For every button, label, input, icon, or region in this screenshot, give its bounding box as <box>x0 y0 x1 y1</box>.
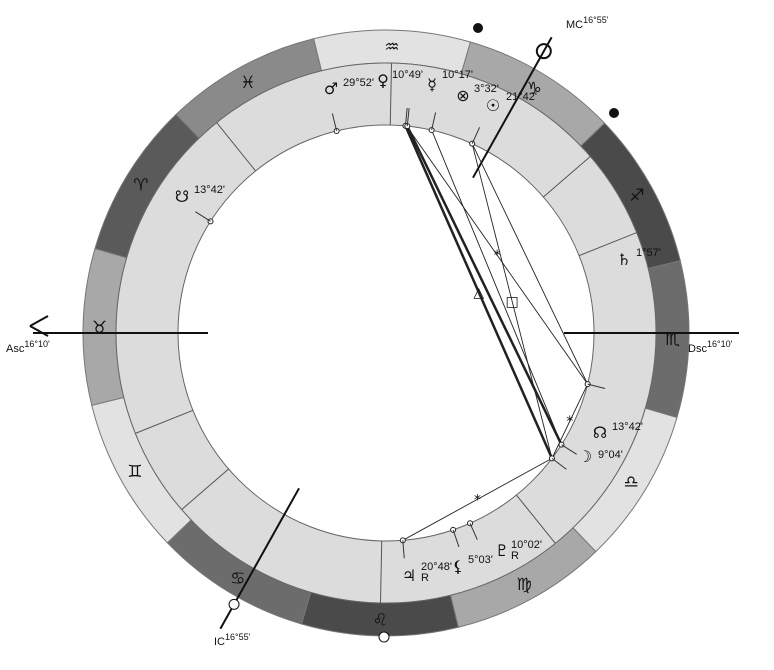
aspect-line-trine <box>404 125 554 459</box>
house-cusp-3 <box>181 468 229 510</box>
sun-degree-label: 21°42' <box>506 91 537 103</box>
taurus-sign-icon: ♉ <box>92 318 107 338</box>
midheaven-degree: 16°55' <box>583 15 609 25</box>
inner-circle <box>177 124 595 542</box>
pluto-icon: ♇ <box>495 541 509 560</box>
aspect-line-line <box>471 143 589 385</box>
imum-coeli-circle-icon <box>228 598 240 610</box>
scorpio-sign-icon: ♏ <box>665 330 680 350</box>
lilith-degree-label: 5°03' <box>468 554 493 566</box>
midheaven-name: MC <box>566 19 583 31</box>
house-cusp-11 <box>389 63 393 126</box>
aspect-line-sextile <box>406 125 588 385</box>
mars-degree-label: 29°52' <box>343 77 374 89</box>
north-node-pointer-line <box>561 444 577 455</box>
south-node-pointer-line <box>195 211 211 222</box>
imum-coeli-label: IC16°55' <box>214 632 251 648</box>
part-of-fortune-degree-label: 3°32' <box>474 83 499 95</box>
part-of-fortune-icon: ⊗ <box>456 86 469 105</box>
aspect-line-sextile <box>551 383 589 459</box>
moon-pointer-line <box>551 457 567 470</box>
aspect-trine-icon: △ <box>473 285 484 301</box>
aspect-sextile-icon: * <box>494 248 501 264</box>
aspect-line-square <box>471 143 553 459</box>
part-of-fortune-pointer-line <box>431 112 437 131</box>
house-cusp-2 <box>135 409 194 434</box>
jupiter-pointer-line <box>402 540 405 559</box>
house-cusp-12 <box>216 122 256 172</box>
venus-degree-label: 10°49' <box>392 69 423 81</box>
moon-icon: ☽ <box>578 447 592 466</box>
house-cusp-8 <box>578 232 637 257</box>
gemini-sign-icon: ♊ <box>127 462 142 482</box>
aspect-line-sextile <box>402 457 553 541</box>
lilith-pointer-line <box>452 529 460 548</box>
ascendant-label: Asc16°10' <box>6 339 50 355</box>
aries-sign-icon: ♈ <box>133 176 148 196</box>
capricorn-sign-icon: ♑ <box>527 79 542 99</box>
sun-icon: ☉ <box>486 96 500 115</box>
south-node-degree-label: 13°42' <box>194 184 225 196</box>
jupiter-retrograde-label: R <box>421 572 429 584</box>
aspect-square-icon: □ <box>505 294 518 310</box>
pisces-sign-icon: ♓ <box>240 73 255 93</box>
cusp-dot-icon <box>473 23 483 33</box>
descendant-label: Dsc16°10' <box>688 339 733 355</box>
pluto-degree-label: 10°02' <box>511 539 542 551</box>
sun-pointer-line <box>471 127 481 144</box>
aspect-line-line <box>431 129 562 445</box>
venus-icon: ♀ <box>377 71 389 90</box>
saturn-pointer-line <box>587 383 606 390</box>
venus-pointer-line <box>404 107 408 126</box>
mercury-degree-label: 10°17' <box>442 69 473 81</box>
midheaven-axis <box>472 36 553 179</box>
saturn-degree-label: 1°57' <box>636 247 661 259</box>
ascendant-arrow-icon <box>29 315 49 337</box>
cancer-sign-icon: ♋ <box>230 569 245 589</box>
saturn-icon: ♄ <box>617 250 631 269</box>
moon-degree-label: 9°04' <box>598 449 623 461</box>
jupiter-icon: ♃ <box>402 566 416 585</box>
north-node-icon: ☊ <box>593 423 607 442</box>
leo-sign-icon: ♌ <box>373 610 388 630</box>
pluto-pointer-line <box>469 523 478 540</box>
north-node-degree-label: 13°42' <box>612 421 643 433</box>
south-node-icon: ☋ <box>175 187 189 206</box>
house-cusp-5 <box>379 540 383 603</box>
mercury-pointer-line <box>406 108 410 127</box>
virgo-sign-icon: ♍ <box>517 575 532 595</box>
jupiter-degree-label: 20°48' <box>421 561 452 573</box>
descendant-degree: 16°10' <box>707 339 733 349</box>
aquarius-sign-icon: ♒ <box>384 38 399 58</box>
cusp-dot-icon <box>378 631 390 643</box>
aspect-sextile-icon: * <box>474 492 481 508</box>
house-cusp-6 <box>516 494 556 544</box>
descendant-name: Dsc <box>688 343 707 355</box>
mercury-icon: ☿ <box>427 75 437 94</box>
aspect-sextile-icon: * <box>566 414 573 430</box>
sagittarius-sign-icon: ♐ <box>629 186 644 206</box>
libra-sign-icon: ♎ <box>624 472 639 492</box>
mars-pointer-line <box>331 113 338 132</box>
mars-icon: ♂ <box>324 79 338 98</box>
imum-coeli-name: IC <box>214 636 225 648</box>
aspect-line-trine <box>406 125 563 446</box>
house-cusp-9 <box>543 156 591 198</box>
imum-coeli-degree: 16°55' <box>225 632 251 642</box>
pluto-retrograde-label: R <box>511 550 519 562</box>
midheaven-circle-icon <box>535 43 552 60</box>
cusp-dot-icon <box>609 108 619 118</box>
ascendant-degree: 16°10' <box>24 339 50 349</box>
midheaven-label: MC16°55' <box>566 15 609 31</box>
lilith-icon: ⚸ <box>452 557 464 576</box>
ascendant-name: Asc <box>6 343 25 355</box>
